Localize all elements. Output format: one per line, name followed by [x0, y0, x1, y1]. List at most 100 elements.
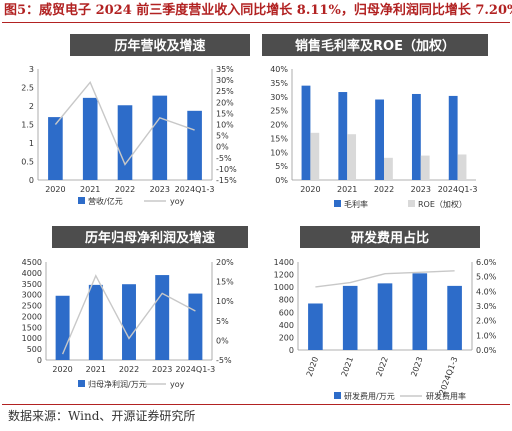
x-tick-label: 2021: [337, 185, 357, 194]
y-tick-label-left: 3: [29, 65, 34, 74]
legend-swatch: [78, 197, 85, 204]
y-tick-label-left: 0: [29, 176, 34, 185]
x-tick-label: 2023: [152, 365, 172, 374]
bar-营收/亿元: [48, 117, 63, 180]
source-divider: [2, 404, 510, 405]
y-tick-label-left: 0%: [275, 176, 288, 185]
title-divider: [2, 22, 510, 23]
chart-title: 销售毛利率及ROE（加权）: [295, 38, 455, 54]
bar-ROE（加权）: [384, 157, 393, 180]
bar-归母净利润/万元: [88, 284, 103, 360]
bar-ROE（加权）: [420, 155, 430, 180]
y-tick-label-right: -10%: [216, 165, 237, 174]
chart-title: 研发费用占比: [351, 230, 429, 246]
legend-label: 归母净利润/万元: [88, 379, 147, 389]
legend-label: 研发费用率: [426, 391, 466, 401]
bar-毛利率: [375, 99, 384, 180]
bar-ROE（加权）: [347, 134, 357, 180]
y-tick-label-left: 0: [37, 356, 42, 365]
y-tick-label-left: 2000: [22, 312, 42, 321]
bar-ROE（加权）: [457, 154, 467, 180]
x-tick-label: 2022: [374, 185, 394, 194]
y-tick-label-right: -15%: [216, 176, 237, 185]
y-tick-label-right: 35%: [216, 65, 234, 74]
y-tick-label-left: 2.5: [21, 84, 34, 93]
x-tick-label: 2020: [52, 365, 72, 374]
x-tick-label: 2024Q1-3: [438, 185, 478, 194]
bar-归母净利润/万元: [155, 275, 170, 360]
x-tick-label: 2022: [115, 185, 135, 194]
y-tick-label-right: 5%: [216, 317, 229, 326]
bar-毛利率: [338, 92, 348, 180]
bar-研发费用/万元: [447, 285, 462, 350]
legend-swatch: [408, 200, 415, 207]
x-tick-label: 2024Q1-3: [437, 356, 459, 396]
line-yoy: [54, 80, 195, 166]
x-tick-label: 2020: [305, 356, 320, 378]
x-tick-label: 2021: [340, 356, 355, 378]
y-tick-label-right: 5.0%: [476, 273, 497, 282]
y-tick-label-left: 40%: [270, 65, 288, 74]
chart-header: [52, 226, 248, 248]
bar-毛利率: [411, 93, 421, 180]
x-tick-label: 2023: [411, 185, 431, 194]
y-tick-label-left: 20%: [270, 121, 288, 130]
y-tick-label-right: -5%: [216, 154, 232, 163]
y-tick-label-right: 0.0%: [476, 346, 497, 355]
legend-label: yoy: [170, 197, 185, 206]
y-tick-label-right: 15%: [216, 278, 234, 287]
y-tick-label-left: 600: [279, 308, 294, 317]
y-tick-label-right: 4.0%: [476, 287, 497, 296]
chart-header: [70, 34, 250, 56]
y-tick-label-left: 1500: [22, 323, 42, 332]
bar-毛利率: [448, 95, 458, 180]
y-tick-label-right: 20%: [216, 258, 234, 267]
y-tick-label-left: 0.5: [21, 158, 34, 167]
y-tick-label-right: 5%: [216, 132, 229, 141]
x-tick-label: 2020: [45, 185, 65, 194]
y-tick-label-right: 0%: [216, 336, 229, 345]
y-tick-label-right: 2.0%: [476, 317, 497, 326]
bar-营收/亿元: [152, 95, 168, 180]
legend-swatch: [78, 380, 85, 387]
legend-swatch: [334, 200, 341, 207]
y-tick-label-right: 10%: [216, 121, 234, 130]
y-tick-label-left: 15%: [270, 134, 288, 143]
y-tick-label-left: 800: [279, 296, 294, 305]
x-tick-label: 2020: [300, 185, 320, 194]
y-tick-label-right: 6.0%: [476, 258, 497, 267]
figure-title: 图5：威贸电子 2024 前三季度营业收入同比增长 8.11%，归母净利润同比增…: [4, 3, 512, 18]
y-tick-label-right: 30%: [216, 76, 234, 85]
chart-header: [262, 34, 488, 56]
bar-归母净利润/万元: [122, 284, 136, 360]
y-tick-label-left: 1200: [274, 271, 294, 280]
x-tick-label: 2021: [86, 365, 106, 374]
y-tick-label-right: 20%: [216, 98, 234, 107]
y-tick-label-left: 2: [29, 102, 34, 111]
y-tick-label-left: 5%: [275, 162, 288, 171]
y-tick-label-left: 500: [27, 345, 42, 354]
legend-label: yoy: [170, 380, 185, 389]
x-tick-label: 2022: [119, 365, 139, 374]
y-tick-label-left: 2500: [22, 302, 42, 311]
legend-label: 营收/亿元: [88, 196, 123, 206]
bar-研发费用/万元: [342, 285, 358, 350]
y-tick-label-right: 1.0%: [476, 331, 497, 340]
y-tick-label-left: 0: [289, 346, 294, 355]
y-tick-label-right: 0%: [216, 143, 229, 152]
x-tick-label: 2023: [409, 356, 424, 378]
y-tick-label-right: -5%: [216, 356, 232, 365]
x-tick-label: 2024Q1-3: [175, 185, 215, 194]
y-tick-label-left: 1000: [274, 283, 294, 292]
x-tick-label: 2024Q1-3: [176, 365, 216, 374]
y-tick-label-left: 4500: [22, 258, 42, 267]
bar-研发费用/万元: [377, 283, 393, 350]
legend-label: 毛利率: [344, 199, 368, 209]
y-tick-label-right: 3.0%: [476, 302, 497, 311]
x-tick-label: 2023: [150, 185, 170, 194]
y-tick-label-left: 400: [279, 321, 294, 330]
bar-营收/亿元: [187, 110, 202, 180]
chart-title: 历年营收及增速: [114, 38, 205, 54]
source-note: 数据来源：Wind、开源证券研究所: [8, 409, 196, 423]
